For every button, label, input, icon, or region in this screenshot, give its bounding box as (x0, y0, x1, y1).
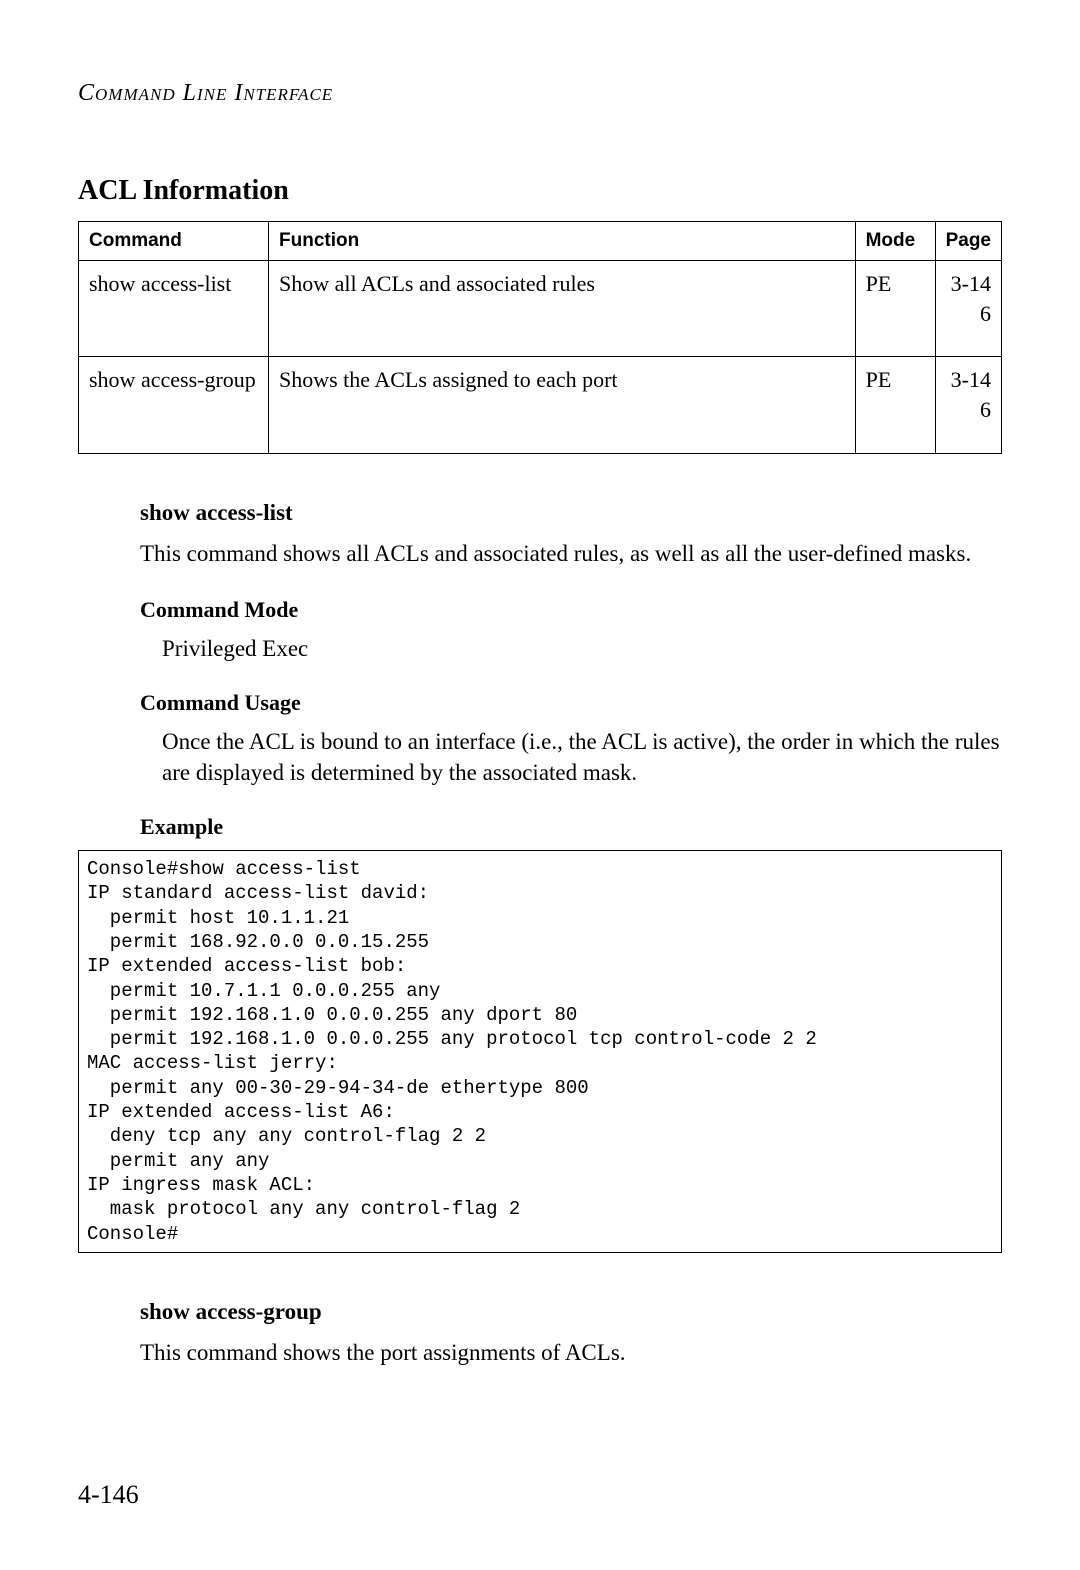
table-row: show access-list Show all ACLs and assoc… (79, 261, 1002, 357)
command-mode-value: Privileged Exec (162, 633, 1002, 664)
table-header-command: Command (79, 222, 269, 261)
table-header-page: Page (935, 222, 1001, 261)
command-table: Command Function Mode Page show access-l… (78, 221, 1002, 454)
example-code-block: Console#show access-list IP standard acc… (78, 850, 1002, 1253)
command-usage-heading: Command Usage (140, 690, 1002, 716)
table-row: show access-group Shows the ACLs assigne… (79, 357, 1002, 453)
cell-page: 3-14 6 (935, 261, 1001, 357)
cell-page: 3-14 6 (935, 357, 1001, 453)
running-header: Command Line Interface (78, 80, 1002, 107)
command-name-heading: show access-group (140, 1299, 1002, 1325)
cell-command: show access-group (79, 357, 269, 453)
table-header-function: Function (269, 222, 856, 261)
example-heading: Example (140, 814, 1002, 840)
command-name-heading: show access-list (140, 500, 1002, 526)
cell-mode: PE (855, 357, 935, 453)
cell-mode: PE (855, 261, 935, 357)
cell-command: show access-list (79, 261, 269, 357)
section-title: ACL Information (78, 175, 1002, 207)
table-header-row: Command Function Mode Page (79, 222, 1002, 261)
page-number: 4-146 (78, 1480, 139, 1510)
cell-function: Show all ACLs and associated rules (269, 261, 856, 357)
command-description: This command shows all ACLs and associat… (140, 538, 1002, 569)
command-mode-heading: Command Mode (140, 597, 1002, 623)
command-description: This command shows the port assignments … (140, 1337, 1002, 1368)
cell-function: Shows the ACLs assigned to each port (269, 357, 856, 453)
command-usage-text: Once the ACL is bound to an interface (i… (162, 726, 1002, 788)
table-header-mode: Mode (855, 222, 935, 261)
